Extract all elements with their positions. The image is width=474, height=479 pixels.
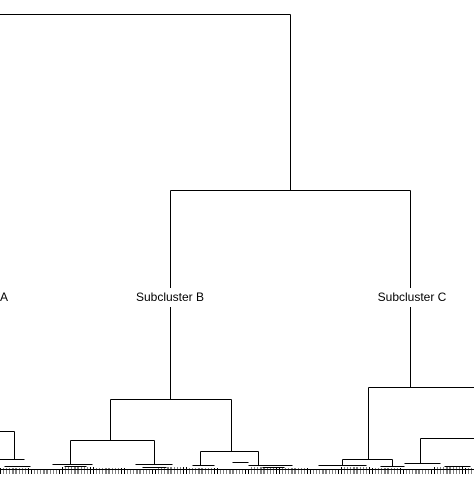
subcluster-c-label: Subcluster C: [378, 290, 447, 304]
subcluster-c-branch: [319, 307, 474, 467]
subcluster-a-branch: [0, 432, 31, 467]
subcluster-b-label: Subcluster B: [136, 290, 204, 304]
subcluster-b-branch: [53, 307, 293, 468]
bc-split-branch: [171, 191, 411, 289]
leaf-ticks: [0, 467, 474, 474]
subcluster-a-label: A: [0, 290, 8, 304]
root-branch: [0, 15, 291, 191]
